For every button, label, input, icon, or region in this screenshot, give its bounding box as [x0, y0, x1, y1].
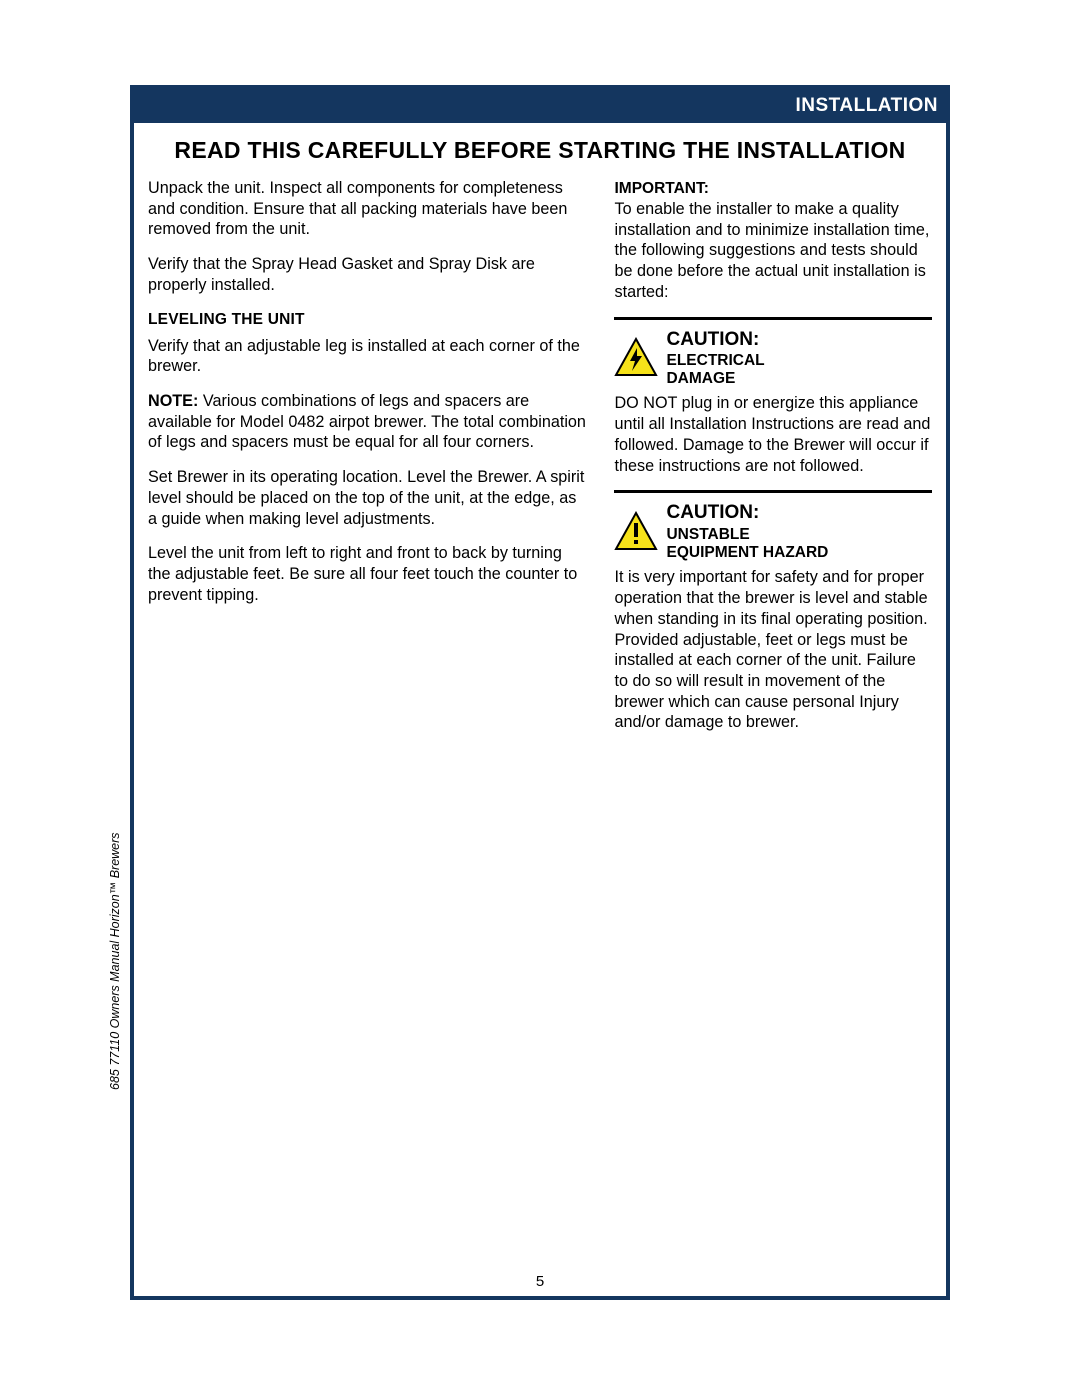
caution-unstable: CAUTION: UNSTABLE EQUIPMENT HAZARD It is… [614, 501, 932, 733]
caution-sub-2a: UNSTABLE [666, 526, 828, 544]
caution-sub-2b: EQUIPMENT HAZARD [666, 544, 828, 562]
caution-body-2: It is very important for safety and for … [614, 567, 932, 733]
caution-head-1: CAUTION: ELECTRICAL DAMAGE [614, 328, 932, 388]
intro-para-2: Verify that the Spray Head Gasket and Sp… [148, 254, 586, 295]
caution-sub-1a: ELECTRICAL [666, 352, 764, 370]
important-label: IMPORTANT: [614, 180, 708, 197]
electrical-hazard-icon [614, 337, 658, 377]
right-column: IMPORTANT: To enable the installer to ma… [614, 172, 932, 747]
caution-title-2: CAUTION: [666, 501, 828, 525]
caution-rule-bottom-1 [614, 490, 932, 493]
main-heading: READ THIS CAREFULLY BEFORE STARTING THE … [134, 123, 946, 172]
page-number: 5 [134, 1273, 946, 1290]
warning-exclamation-icon [614, 511, 658, 551]
section-bar: INSTALLATION [134, 89, 946, 123]
content-columns: Unpack the unit. Inspect all components … [134, 172, 946, 747]
caution-sub-1b: DAMAGE [666, 370, 764, 388]
caution-electrical: CAUTION: ELECTRICAL DAMAGE DO NOT plug i… [614, 317, 932, 494]
leveling-heading: LEVELING THE UNIT [148, 310, 586, 330]
caution-head-2: CAUTION: UNSTABLE EQUIPMENT HAZARD [614, 501, 932, 561]
page-frame: INSTALLATION READ THIS CAREFULLY BEFORE … [130, 85, 950, 1300]
caution-body-1: DO NOT plug in or energize this applianc… [614, 393, 932, 476]
caution-rule-top-1 [614, 317, 932, 320]
leveling-note: NOTE: Various combinations of legs and s… [148, 391, 586, 453]
note-label: NOTE: [148, 392, 198, 410]
intro-para-1: Unpack the unit. Inspect all components … [148, 178, 586, 240]
leveling-para-1: Verify that an adjustable leg is install… [148, 336, 586, 377]
important-block: IMPORTANT: To enable the installer to ma… [614, 178, 932, 303]
leveling-para-2: Set Brewer in its operating location. Le… [148, 467, 586, 529]
important-text: To enable the installer to make a qualit… [614, 200, 929, 301]
caution-title-1: CAUTION: [666, 328, 764, 352]
left-column: Unpack the unit. Inspect all components … [148, 172, 586, 747]
leveling-para-3: Level the unit from left to right and fr… [148, 543, 586, 605]
side-doc-label: 685 77110 Owners Manual Horizon™ Brewers [108, 832, 122, 1090]
note-text: Various combinations of legs and spacers… [148, 392, 586, 451]
